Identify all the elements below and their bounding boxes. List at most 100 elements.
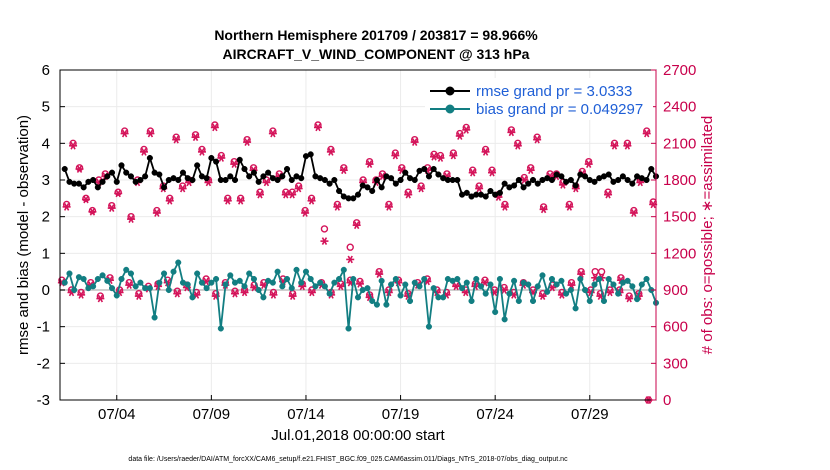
series-point-0 <box>241 165 248 173</box>
series-point-0 <box>265 169 272 176</box>
obs-assimilated-point <box>346 255 355 264</box>
series-point-1 <box>307 275 314 283</box>
obs-assimilated-point <box>565 203 574 211</box>
series-point-1 <box>127 270 135 277</box>
series-point-1 <box>345 325 352 332</box>
obs-assimilated-stroke <box>63 203 70 211</box>
obs-assimilated-stroke <box>605 190 611 199</box>
y-axis-label: rmse and bias (model - observation) <box>15 115 32 355</box>
obs-assimilated-stroke <box>469 168 476 177</box>
obs-assimilated-stroke <box>418 184 424 193</box>
x-tick-label: 07/09 <box>193 406 231 423</box>
obs-assimilated-stroke <box>237 196 244 205</box>
obs-assimilated-stroke <box>453 282 459 291</box>
series-point-0 <box>260 173 267 180</box>
series-point-1 <box>534 283 541 290</box>
series-point-1 <box>615 290 622 297</box>
series-point-0 <box>288 176 295 184</box>
series-point-0 <box>548 176 555 184</box>
series-point-0 <box>411 176 418 184</box>
series-point-1 <box>227 272 234 279</box>
series-point-0 <box>231 176 239 184</box>
series-point-1 <box>246 270 253 277</box>
series-point-1 <box>108 285 116 292</box>
obs-assimilated-stroke <box>302 209 308 217</box>
series-point-1 <box>241 283 248 290</box>
obs-assimilated-point <box>468 168 477 177</box>
obs-assimilated-stroke <box>154 209 160 217</box>
series-point-0 <box>624 176 631 184</box>
obs-assimilated-stroke <box>586 160 592 168</box>
obs-assimilated-stroke <box>147 129 154 138</box>
obs-assimilated-stroke <box>618 276 624 285</box>
series-point-0 <box>99 178 106 185</box>
obs-assimilated-stroke <box>457 132 463 140</box>
series-point-1 <box>506 290 513 297</box>
obs-assimilated-point <box>452 282 461 291</box>
obs-assimilated-stroke <box>379 172 386 181</box>
series-point-0 <box>629 180 636 187</box>
series-point-1 <box>217 325 224 332</box>
series-point-1 <box>288 285 295 292</box>
obs-assimilated-stroke <box>515 141 521 150</box>
series-point-0 <box>255 178 262 185</box>
series-point-0 <box>90 176 97 184</box>
obs-assimilated-stroke <box>463 288 469 297</box>
y-right-tick-label: 1800 <box>663 172 696 189</box>
series-point-1 <box>577 275 584 283</box>
series-point-1 <box>525 281 532 288</box>
series-point-0 <box>591 178 598 185</box>
obs-assimilated-point <box>539 205 548 214</box>
obs-assimilated-point <box>114 189 123 198</box>
obs-count-layer <box>57 121 658 404</box>
obs-assimilated-point <box>488 168 497 177</box>
obs-assimilated-point <box>217 154 226 162</box>
obs-assimilated-stroke <box>644 129 650 138</box>
obs-assimilated-stroke <box>289 190 295 199</box>
obs-possible-point <box>114 188 122 196</box>
obs-assimilated-stroke <box>244 138 250 146</box>
obs-assimilated-point <box>326 148 335 156</box>
obs-assimilated-stroke <box>251 283 257 292</box>
obs-assimilated-point <box>69 141 78 150</box>
obs-assimilated-point <box>262 178 271 187</box>
series-point-0 <box>454 176 461 184</box>
obs-assimilated-point <box>610 141 619 150</box>
legend-label-rmse: rmse grand pr = 3.0333 <box>476 83 632 100</box>
series-point-0 <box>326 180 333 187</box>
obs-assimilated-point <box>391 151 400 160</box>
series-point-1 <box>392 275 399 283</box>
obs-assimilated-stroke <box>549 283 555 292</box>
x-tick-label: 07/29 <box>571 406 609 423</box>
obs-assimilated-stroke <box>489 168 495 177</box>
series-point-1 <box>137 279 144 286</box>
y-tick-label: 4 <box>42 135 50 152</box>
obs-assimilated-stroke <box>626 294 632 303</box>
obs-assimilated-stroke <box>167 196 173 205</box>
series-point-0 <box>496 189 503 196</box>
series-point-0 <box>336 187 343 195</box>
obs-assimilated-stroke <box>338 282 344 291</box>
obs-assimilated-stroke <box>121 129 128 138</box>
x-tick-label: 07/04 <box>98 406 136 423</box>
obs-assimilated-stroke <box>295 184 302 193</box>
series-point-0 <box>567 176 574 184</box>
legend-box <box>425 78 653 120</box>
obs-assimilated-stroke <box>70 141 76 150</box>
legend-marker-rmse <box>445 86 455 96</box>
obs-assimilated-point <box>172 135 181 144</box>
series-point-0 <box>525 180 532 187</box>
obs-assimilated-stroke <box>347 255 353 264</box>
series-point-1 <box>255 286 262 294</box>
obs-assimilated-point <box>197 148 206 156</box>
obs-assimilated-stroke <box>97 294 104 303</box>
series-point-1 <box>411 279 418 286</box>
y-right-tick-label: 0 <box>663 392 671 409</box>
obs-assimilated-point <box>269 291 278 299</box>
y-right-tick-label: 1200 <box>663 245 696 262</box>
series-point-0 <box>307 151 314 158</box>
obs-assimilated-stroke <box>508 128 515 137</box>
series-point-1 <box>184 281 191 288</box>
obs-assimilated-stroke <box>566 203 573 211</box>
series-point-1 <box>213 275 220 283</box>
